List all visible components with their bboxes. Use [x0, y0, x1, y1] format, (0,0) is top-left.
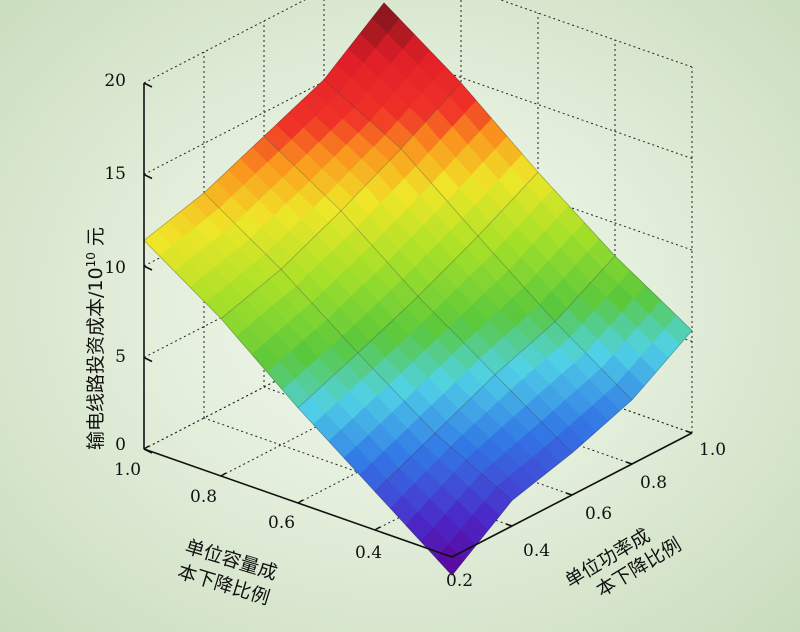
y-tick-label: 0.4 — [523, 541, 550, 561]
mesh-line — [383, 2, 693, 331]
x-tick-label: 0.2 — [446, 571, 473, 591]
svg-text:输电线路投资成本/1010 元: 输电线路投资成本/1010 元 — [84, 227, 107, 450]
y-tick — [685, 430, 693, 434]
z-tick-label: 20 — [104, 71, 126, 91]
z-tick — [143, 448, 153, 454]
z-tick — [143, 173, 153, 180]
x-axis-title: 单位容量成 本下降比例 — [175, 536, 280, 610]
y-tick-label: 1.0 — [699, 440, 726, 460]
mesh-line — [220, 82, 462, 319]
z-tick — [143, 356, 153, 363]
y-tick — [505, 523, 513, 527]
mesh-line — [297, 171, 539, 409]
y-tick-labels: 0.4 0.6 0.8 1.0 — [523, 440, 726, 561]
y-tick-label: 0.8 — [640, 473, 667, 493]
z-axis-title-unit: 元 — [85, 227, 107, 252]
z-axis-title-exponent: 10 — [84, 252, 98, 267]
z-tick — [143, 265, 153, 271]
x-tick — [374, 526, 381, 531]
z-tick-label: 10 — [104, 258, 126, 278]
z-axis-title: 输电线路投资成本/1010 元 — [84, 227, 107, 450]
z-tick-labels: 0 5 10 15 20 — [104, 71, 126, 455]
mesh-line — [374, 255, 616, 492]
surface-patch — [436, 543, 465, 576]
mesh-line — [143, 2, 385, 241]
gridline — [203, 417, 513, 527]
mesh-line — [203, 192, 513, 501]
mesh-line — [143, 240, 453, 576]
mesh-line — [451, 330, 693, 576]
y-axis-title: 单位功率成 本下降比例 — [561, 524, 685, 601]
x-tick — [297, 499, 304, 504]
y-tick-label: 0.6 — [585, 504, 612, 524]
x-tick — [451, 553, 458, 558]
x-tick-label: 0.6 — [268, 513, 295, 533]
x-tick-labels: 0.2 0.4 0.6 0.8 1.0 — [114, 460, 473, 591]
z-tick — [143, 82, 153, 88]
y-tick — [445, 554, 453, 558]
z-tick-label: 5 — [115, 347, 126, 367]
surface — [143, 2, 693, 576]
z-tick-label: 0 — [115, 435, 126, 455]
x-tick-label: 0.8 — [190, 487, 217, 507]
z-tick-label: 15 — [104, 164, 126, 184]
mesh-line — [263, 136, 573, 454]
y-tick — [625, 461, 633, 465]
x-tick-label: 0.4 — [355, 543, 382, 563]
x-tick — [143, 445, 150, 450]
axes-frame — [143, 82, 693, 558]
y-tick — [565, 492, 573, 496]
x-tick-label: 1.0 — [114, 460, 141, 480]
x-tick — [220, 472, 227, 477]
mesh-line — [323, 79, 633, 401]
z-axis-title-text: 输电线路投资成本/10 — [85, 267, 107, 450]
